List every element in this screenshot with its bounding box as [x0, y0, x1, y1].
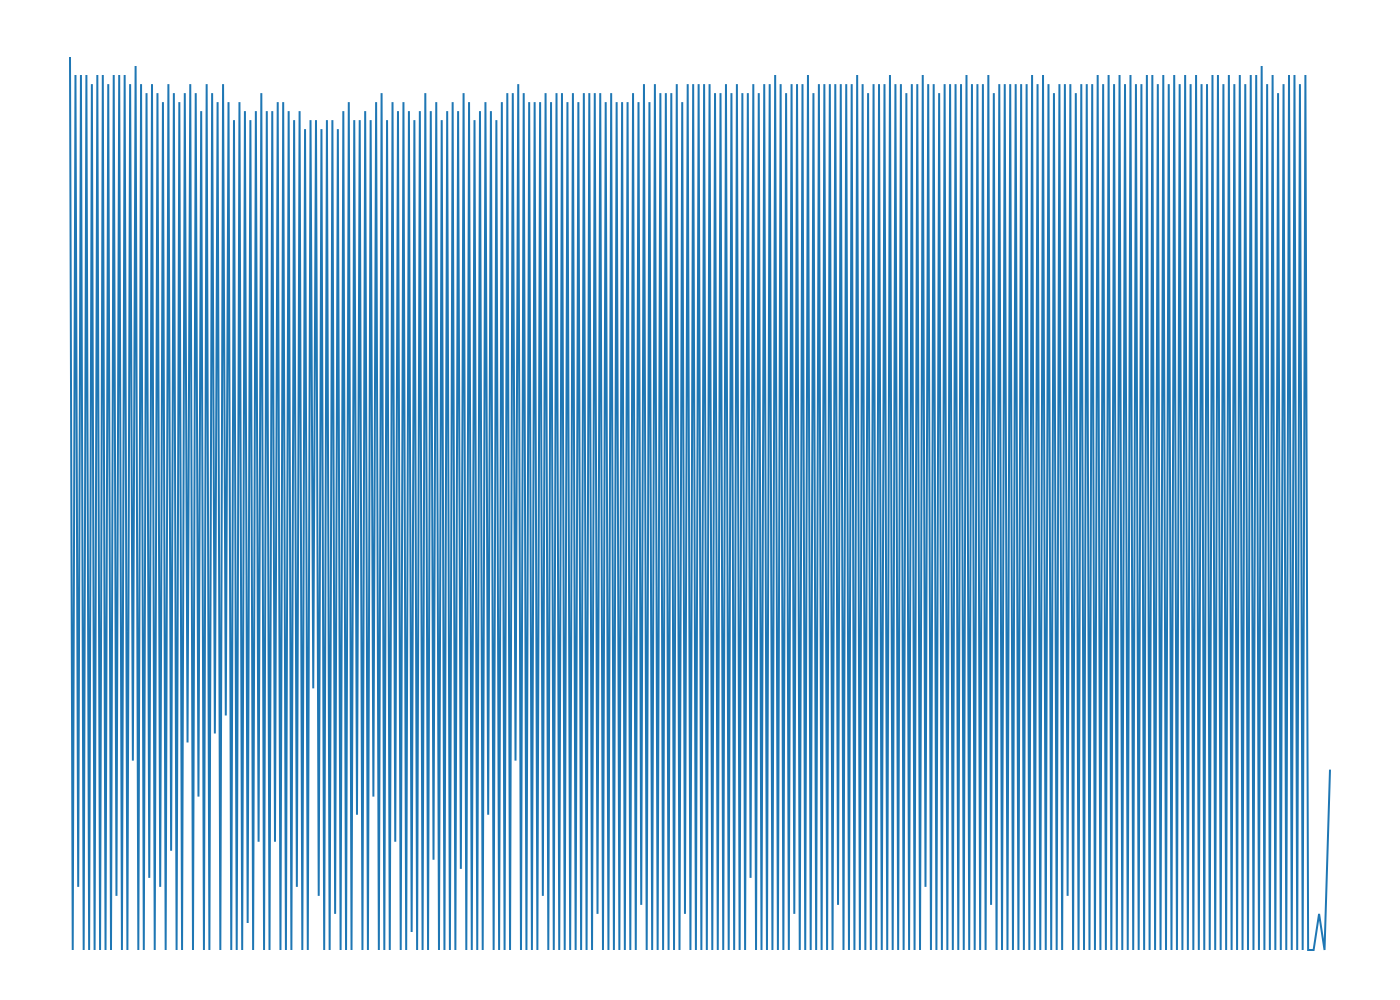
series-line-0 — [69, 57, 1331, 951]
plot-area — [69, 57, 1331, 951]
